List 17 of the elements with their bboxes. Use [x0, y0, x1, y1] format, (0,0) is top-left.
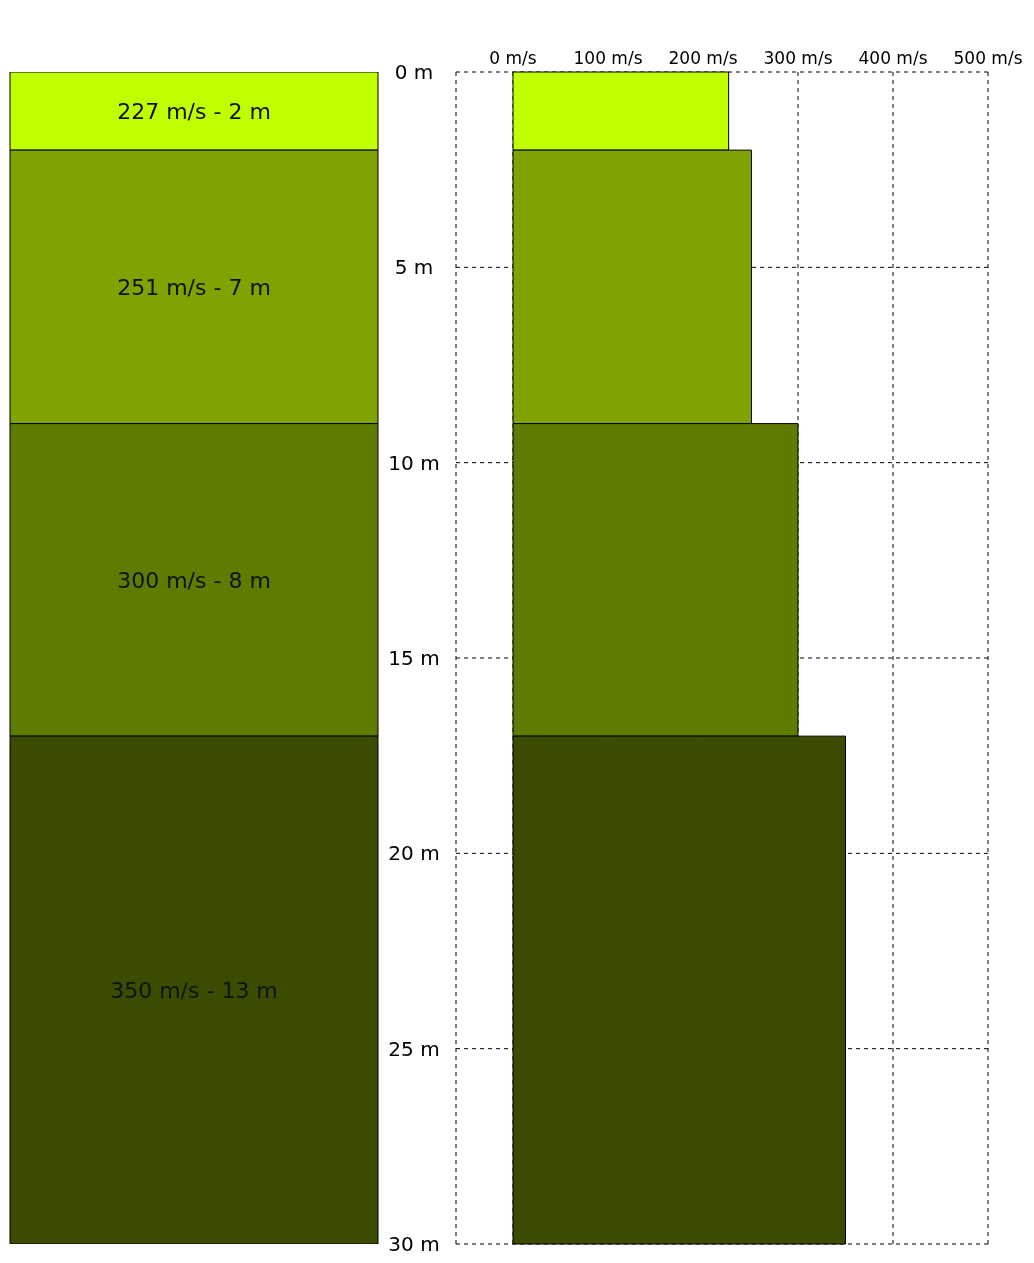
annotation: 227 m/s - 2 m [117, 98, 271, 124]
y-tick-label: 5 m [394, 255, 434, 280]
y-tick-label: 10 m [388, 450, 440, 475]
x-tick-label: 300 m/s [763, 48, 833, 68]
x-tick-label: 500 m/s [953, 48, 1023, 68]
y-tick-label: 15 m [388, 646, 440, 671]
annotation: 350 m/s - 13 m [110, 977, 278, 1003]
annotation: 300 m/s - 8 m [117, 567, 271, 593]
y-tick-label: 20 m [388, 841, 440, 866]
x-tick-label: 400 m/s [858, 48, 928, 68]
y-tick-label: 0 m [394, 60, 434, 85]
x-tick-label: 0 m/s [489, 48, 537, 68]
annotation: 251 m/s - 7 m [117, 274, 271, 300]
y-tick-label: 30 m [388, 1232, 440, 1257]
y-tick-label: 25 m [388, 1036, 440, 1061]
x-tick-label: 200 m/s [668, 48, 738, 68]
x-tick-label: 100 m/s [573, 48, 643, 68]
